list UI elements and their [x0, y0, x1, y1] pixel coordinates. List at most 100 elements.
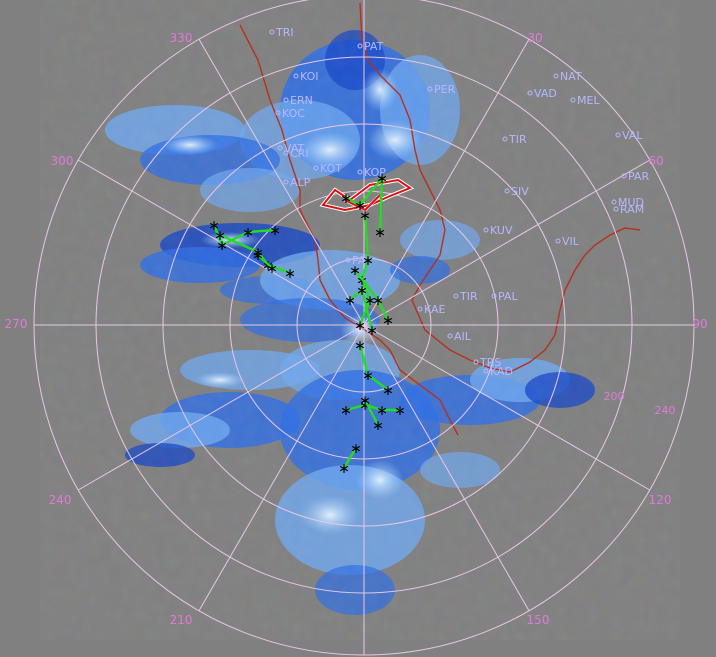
town-pai: PAI [345, 254, 369, 267]
asterisk-marker-icon: ∗ [354, 318, 366, 334]
storm-track-line [349, 287, 374, 331]
town-label: KOT [320, 162, 342, 175]
precipitation-echoes [40, 0, 680, 640]
range-label: 240 [655, 404, 676, 417]
town-kad: KAD [483, 365, 513, 378]
storm-track-line [345, 174, 384, 233]
town-label: NAT [560, 70, 582, 83]
small-circle-icon [427, 86, 433, 92]
storm-track-line [354, 269, 390, 321]
bearing-spoke [77, 324, 365, 491]
small-circle-icon [527, 90, 533, 96]
town-trs: TRS [473, 356, 501, 369]
town-label: VAD [534, 87, 557, 100]
asterisk-marker-icon: ∗ [359, 393, 371, 409]
bearing-spoke [198, 38, 365, 326]
storm-cell-outline [319, 177, 415, 213]
town-label: TIR [508, 133, 527, 146]
asterisk-marker-icon: ∗ [394, 403, 406, 419]
asterisk-marker-icon: ∗ [252, 248, 264, 264]
town-tri: TRI [269, 26, 294, 39]
town-label: MUD [618, 196, 644, 209]
asterisk-marker-icon: ∗ [354, 198, 366, 214]
town-label: VAL [622, 129, 643, 142]
town-label: CRI [290, 147, 309, 160]
bearing-spoke [363, 159, 651, 326]
town-vad: VAD [527, 87, 557, 100]
small-circle-icon [277, 145, 283, 151]
storm-tracks: ∗∗∗ ∗∗∗∗ ∗∗∗∗ ∗∗∗∗∗∗∗∗∗∗∗∗∗∗∗∗∗∗ ∗ ∗ ∗∗∗∗∗ [208, 171, 406, 477]
town-label: KOP [364, 166, 386, 179]
town-label: RAM [620, 203, 644, 216]
asterisk-marker-icon: ∗ [354, 338, 366, 354]
small-circle-icon [570, 97, 576, 103]
town-label: KOI [300, 70, 319, 83]
bearing-label: 240 [49, 493, 72, 507]
town-label: AIL [454, 330, 472, 343]
town-label: KAE [424, 303, 446, 316]
bearing-label: 210 [170, 613, 193, 627]
town-ern: ERN [283, 94, 313, 107]
town-label: PAL [498, 290, 518, 303]
asterisk-marker-icon: ∗ [359, 208, 371, 224]
asterisk-marker-icon: ∗ [382, 383, 394, 399]
town-label: ALP [290, 176, 311, 189]
small-circle-icon [483, 368, 489, 374]
small-circle-icon [504, 188, 510, 194]
town-label: VAT [284, 142, 304, 155]
town-vat: VAT [277, 142, 304, 155]
small-circle-icon [417, 306, 423, 312]
asterisk-marker-icon: ∗ [372, 293, 384, 309]
asterisk-marker-icon: ∗ [340, 403, 352, 419]
small-circle-icon [275, 110, 281, 116]
bearing-spoke [363, 324, 651, 491]
town-label: PER [434, 83, 456, 96]
range-grid [33, 0, 695, 656]
asterisk-marker-icon: ∗ [349, 263, 361, 279]
asterisk-marker-icon: ∗ [372, 418, 384, 434]
town-mel: MEL [570, 94, 600, 107]
bearing-label: 120 [649, 493, 672, 507]
asterisk-marker-icon: ∗ [350, 441, 362, 457]
town-nat: NAT [553, 70, 582, 83]
town-label: MEL [577, 94, 600, 107]
small-circle-icon [283, 150, 289, 156]
bearing-label: 150 [527, 613, 550, 627]
bearing-spoke [363, 38, 530, 326]
small-circle-icon [357, 169, 363, 175]
bearing-label: 300 [51, 154, 74, 168]
small-circle-icon [269, 29, 275, 35]
small-circle-icon [555, 238, 561, 244]
asterisk-marker-icon: ∗ [356, 283, 368, 299]
small-circle-icon [502, 136, 508, 142]
bearing-label: 330 [170, 31, 193, 45]
asterisk-marker-icon: ∗ [364, 293, 376, 309]
town-val: VAL [615, 129, 643, 142]
town-alp: ALP [283, 176, 311, 189]
town-kuv: KUV [483, 224, 513, 237]
town-ail: AIL [447, 330, 472, 343]
asterisk-marker-icon: ∗ [362, 253, 374, 269]
town-ram: RAM [613, 203, 644, 216]
town-koi: KOI [293, 70, 319, 83]
asterisk-marker-icon: ∗ [269, 223, 281, 239]
asterisk-marker-icon: ∗ [208, 218, 220, 234]
bearing-labels: 30 60 90 120 150 210 240 270 300 330 200 240 [5, 31, 708, 627]
town-vil: VIL [555, 235, 580, 248]
asterisk-marker-icon: ∗ [344, 293, 356, 309]
storm-track-line [342, 447, 358, 469]
town-par: PAR [621, 170, 649, 183]
asterisk-marker-icon: ∗ [262, 258, 274, 274]
town-per: PER [427, 83, 456, 96]
asterisk-marker-icon: ∗ [359, 398, 371, 414]
bearing-label: 90 [692, 317, 707, 331]
town-label: KAD [490, 365, 513, 378]
small-circle-icon [453, 293, 459, 299]
town-label: TRI [275, 26, 294, 39]
small-circle-icon [615, 132, 621, 138]
small-circle-icon [345, 257, 351, 263]
small-circle-icon [483, 227, 489, 233]
storm-track-line [257, 254, 273, 269]
